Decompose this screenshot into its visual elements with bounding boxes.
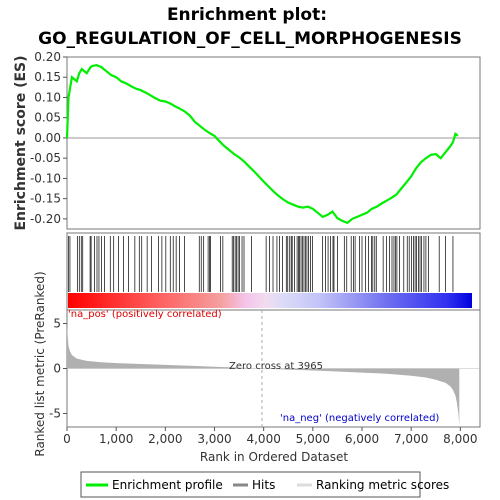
hits-panel [66, 232, 481, 311]
x-tick-label: 3,000 [197, 432, 231, 446]
x-axis-ticks: 0 1,000 2,000 3,000 4,000 5,000 6,000 7,000 8,00… [63, 427, 478, 446]
hits-marks [68, 236, 454, 292]
metric-y-tick-label: -5 [49, 407, 61, 421]
legend-metric-label: Ranking metric scores [316, 478, 449, 492]
es-y-tick-label: -0.10 [30, 171, 61, 185]
es-panel-frame [66, 56, 481, 230]
na-pos-label: 'na_pos' (positively correlated) [68, 309, 222, 320]
x-tick-label: 7,000 [394, 432, 428, 446]
na-neg-label: 'na_neg' (negatively correlated) [280, 413, 439, 424]
es-y-tick-label: -0.15 [30, 192, 61, 206]
es-y-tick-label: 0.05 [34, 111, 61, 125]
x-tick-label: 6,000 [345, 432, 379, 446]
x-tick-label: 0 [63, 432, 71, 446]
chart-title-line1: Enrichment plot: [167, 5, 327, 25]
metric-y-axis-label: Ranked list metric (PreRanked) [33, 271, 47, 456]
legend: Enrichment profile Hits Ranking metric s… [80, 471, 449, 498]
legend-hits-label: Hits [252, 478, 275, 492]
x-tick-label: 5,000 [296, 432, 330, 446]
es-y-ticks: -0.20 -0.15 -0.10 -0.05 0.00 0.05 0.10 0.15 0.20 [30, 50, 67, 226]
es-y-tick-label: -0.20 [30, 212, 61, 226]
legend-profile-label: Enrichment profile [112, 478, 223, 492]
es-panel: -0.20 -0.15 -0.10 -0.05 0.00 0.05 0.10 0.15 0.20… [13, 50, 481, 231]
chart-title-line2: GO_REGULATION_OF_CELL_MORPHOGENESIS [38, 29, 462, 49]
es-y-tick-label: 0.15 [34, 70, 61, 84]
legend-frame [80, 471, 421, 498]
es-y-axis-label: Enrichment score (ES) [13, 55, 29, 230]
x-tick-label: 4,000 [246, 432, 280, 446]
es-y-tick-label: 0.10 [34, 90, 61, 104]
x-tick-label: 8,000 [443, 432, 477, 446]
metric-y-tick-label: 5 [53, 317, 61, 331]
x-tick-label: 1,000 [99, 432, 133, 446]
metric-y-ticks: -5 0 5 [49, 317, 67, 421]
zero-cross-label: Zero cross at 3965 [229, 361, 323, 372]
enrichment-profile-line [65, 63, 459, 225]
x-tick-label: 2,000 [148, 432, 182, 446]
metric-panel: -505 'na_pos' (positively correlated) 'n… [33, 271, 481, 457]
x-axis-label: Rank in Ordered Dataset [200, 450, 348, 464]
metric-y-tick-label: 0 [53, 362, 61, 376]
es-y-tick-label: 0.20 [34, 50, 61, 64]
ranking-color-band [68, 293, 472, 308]
es-y-tick-label: -0.05 [30, 151, 61, 165]
es-y-tick-label: 0.00 [34, 131, 61, 145]
